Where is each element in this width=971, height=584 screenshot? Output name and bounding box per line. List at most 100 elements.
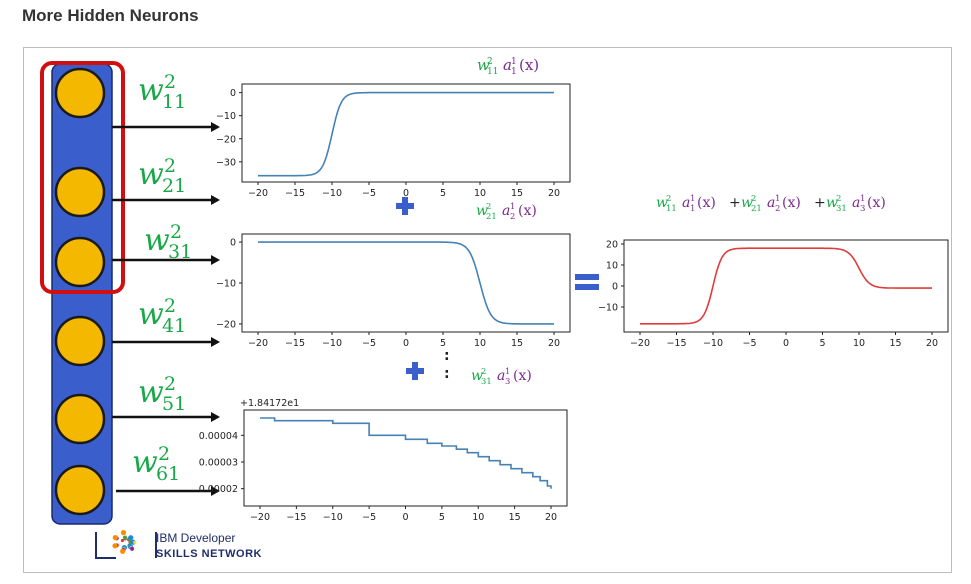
svg-text:1: 1 [860, 194, 865, 204]
svg-text:a: a [502, 203, 510, 219]
x-tick-label: −10 [322, 188, 342, 199]
svg-text:11: 11 [666, 204, 677, 214]
svg-text:21: 21 [486, 211, 497, 221]
svg-text:a: a [503, 56, 512, 74]
y-tick-label: 0 [230, 88, 236, 99]
x-tick-label: 5 [440, 338, 446, 349]
arrow-5 [112, 412, 220, 422]
neuron-2 [54, 166, 106, 218]
svg-text:31: 31 [836, 204, 847, 214]
plus-sign-1 [396, 197, 414, 215]
svg-text:w: w [144, 223, 170, 258]
x-tick-label: 10 [474, 188, 486, 199]
svg-text:2: 2 [487, 57, 493, 67]
svg-text:w: w [138, 375, 164, 410]
logo-line1: IBM Developer [156, 531, 235, 545]
svg-text:1: 1 [690, 204, 695, 214]
series-line [260, 417, 552, 489]
svg-text:11: 11 [162, 91, 186, 113]
x-tick-label: 20 [548, 188, 560, 199]
x-tick-label: −15 [285, 338, 305, 349]
logo-bracket [95, 532, 157, 559]
svg-text:(x): (x) [782, 195, 801, 211]
y-tick-label: −20 [216, 319, 236, 330]
svg-text:w: w [471, 368, 483, 384]
x-tick-label: −15 [666, 338, 686, 349]
svg-text:w: w [826, 195, 838, 211]
x-tick-label: 15 [509, 512, 521, 523]
x-tick-label: 20 [545, 512, 557, 523]
x-tick-label: 15 [889, 338, 901, 349]
x-tick-label: −5 [362, 338, 376, 349]
y-tick-label: 0.00002 [199, 484, 238, 495]
arrow-2 [112, 195, 220, 205]
x-tick-label: −5 [362, 188, 376, 199]
neuron-6 [54, 464, 106, 516]
svg-text:2: 2 [481, 366, 486, 376]
y-tick-label: −20 [216, 134, 236, 145]
y-tick-label: −30 [216, 157, 236, 168]
svg-text:w: w [477, 56, 490, 74]
svg-text:a: a [852, 195, 860, 211]
x-tick-label: −15 [285, 188, 305, 199]
weight-label-1: w 211 [138, 71, 186, 113]
chart-3: −20 −15 −10 −5 0 5 10 15 20 0.00004 0.00003 0.00002… [199, 398, 568, 523]
x-tick-label: −5 [362, 512, 376, 523]
svg-text:(x): (x) [513, 368, 532, 384]
svg-text:(x): (x) [697, 195, 716, 211]
x-tick-label: −10 [323, 512, 343, 523]
chart-frame [623, 239, 949, 333]
svg-text:21: 21 [751, 204, 762, 214]
x-tick-label: 10 [474, 338, 486, 349]
svg-text:2: 2 [164, 71, 176, 93]
ibm-logo: IBM Developer SKILLS NETWORK [95, 530, 262, 560]
svg-text:2: 2 [836, 194, 841, 204]
svg-text:2: 2 [666, 194, 671, 204]
x-tick-label: −20 [630, 338, 650, 349]
y-tick-label: 0 [612, 282, 618, 293]
x-tick-label: 15 [511, 188, 523, 199]
x-tick-label: −10 [703, 338, 723, 349]
arrow-3 [112, 255, 220, 265]
svg-text:2: 2 [751, 194, 756, 204]
svg-text:2: 2 [775, 204, 780, 214]
svg-text:51: 51 [162, 393, 186, 415]
chart-4: −20 −15 −10 −5 0 5 10 15 20 20 10 0 −10 [598, 239, 949, 349]
y-tick-label: 0.00004 [199, 431, 238, 442]
weight-label-5: w 251 [138, 373, 186, 415]
x-tick-label: 0 [783, 338, 789, 349]
chart-frame [241, 83, 571, 183]
weight-label-2: w 221 [138, 155, 186, 197]
svg-text:31: 31 [168, 241, 192, 263]
svg-text:1: 1 [511, 67, 517, 77]
neuron-5 [54, 393, 106, 445]
series-line [258, 91, 554, 177]
page-title: More Hidden Neurons [22, 6, 199, 25]
y-tick-label: −10 [598, 303, 618, 314]
svg-text:w: w [138, 73, 164, 108]
svg-text:w: w [741, 195, 753, 211]
x-tick-label: 5 [819, 338, 825, 349]
svg-text:2: 2 [164, 295, 176, 317]
y-tick-label: 0.00003 [199, 458, 238, 469]
svg-text:1: 1 [510, 201, 515, 211]
logo-line2: SKILLS NETWORK [156, 548, 262, 560]
svg-text:61: 61 [156, 463, 180, 485]
x-tick-label: 0 [403, 188, 409, 199]
chart-frame [241, 233, 571, 333]
svg-text:3: 3 [860, 204, 865, 214]
x-tick-label: −5 [742, 338, 756, 349]
y-tick-label: 20 [606, 240, 618, 251]
y-tick-label: 10 [606, 261, 618, 272]
y-tick-label: 0 [230, 238, 236, 249]
svg-text:1: 1 [775, 194, 780, 204]
x-tick-label: 5 [439, 512, 445, 523]
svg-text:+: + [814, 195, 826, 211]
offset-label: +1.84172e1 [240, 398, 299, 409]
svg-text:2: 2 [510, 211, 515, 221]
chart-1: −20 −15 −10 −5 0 5 10 15 20 0 −10 −20 −30 [216, 83, 571, 199]
neuron-3 [54, 236, 106, 288]
svg-text:a: a [682, 195, 690, 211]
